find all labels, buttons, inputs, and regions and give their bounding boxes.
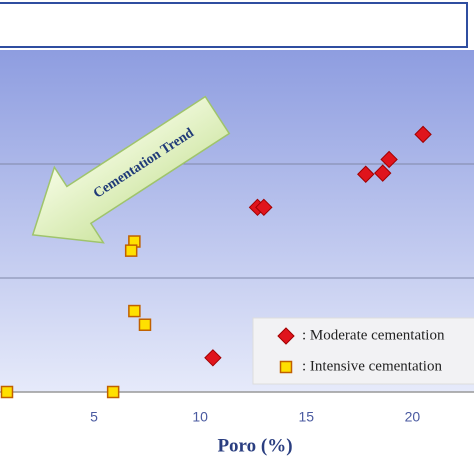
legend-label: : Intensive cementation xyxy=(302,358,442,374)
data-point xyxy=(138,318,152,331)
data-point xyxy=(0,385,14,399)
title-box xyxy=(0,2,468,48)
data-point xyxy=(106,385,120,399)
data-point xyxy=(357,165,375,183)
data-point xyxy=(204,349,222,367)
data-point xyxy=(128,304,141,318)
data-point xyxy=(255,198,273,217)
x-tick-label: 10 xyxy=(192,409,208,425)
x-tick-label: 15 xyxy=(299,409,315,425)
x-tick-label: 5 xyxy=(90,409,98,425)
data-point xyxy=(380,150,398,169)
x-axis-label: Poro (%) xyxy=(217,435,292,456)
data-point xyxy=(414,125,432,144)
x-tick-label: 20 xyxy=(405,409,421,425)
legend-marker xyxy=(279,360,293,374)
data-point xyxy=(374,164,392,182)
legend-label: : Moderate cementation xyxy=(302,327,445,343)
legend-marker xyxy=(277,327,295,345)
data-point xyxy=(124,244,138,257)
